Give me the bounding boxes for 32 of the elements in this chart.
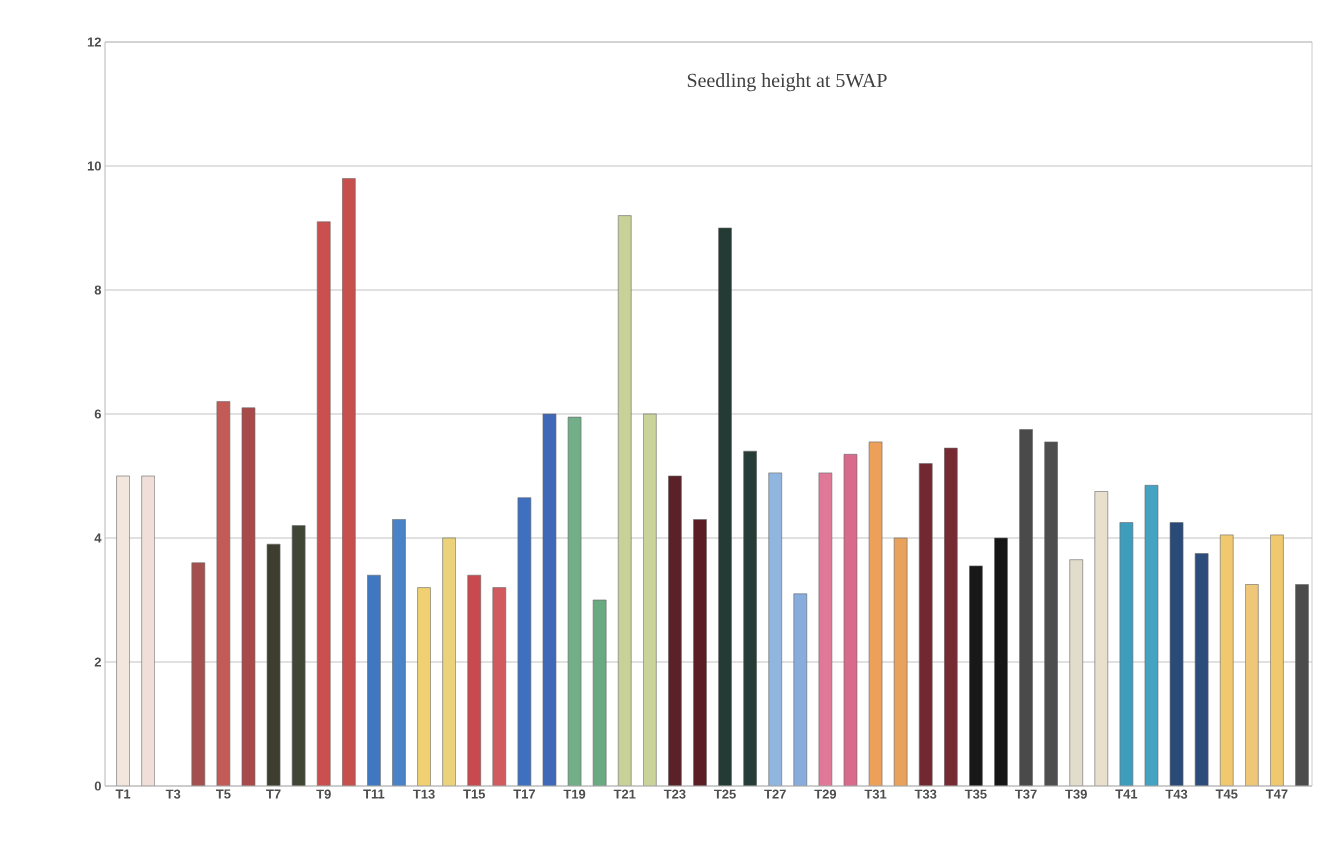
x-tick-label: T27 xyxy=(764,789,786,799)
x-tick-label: T19 xyxy=(563,789,586,799)
x-tick-label: T17 xyxy=(513,789,535,799)
x-tick-label: T1 xyxy=(115,789,131,799)
x-tick-label: T25 xyxy=(714,789,736,799)
x-tick-label: T31 xyxy=(864,789,887,799)
y-tick-label: 10 xyxy=(87,161,101,171)
x-tick-label: T9 xyxy=(316,789,331,799)
x-tick-label: T47 xyxy=(1265,789,1288,799)
x-tick-label: T43 xyxy=(1165,789,1188,799)
x-tick-label: T21 xyxy=(613,789,636,799)
x-tick-label: T29 xyxy=(814,789,837,799)
x-tick-label: T33 xyxy=(914,789,937,799)
text: Seedling height at 5WAP xyxy=(687,73,887,92)
x-tick-label: T13 xyxy=(413,789,435,799)
y-tick-label: 4 xyxy=(94,533,102,543)
y-tick-label: 6 xyxy=(94,409,102,419)
x-tick-label: T11 xyxy=(363,789,385,799)
x-tick-label: T39 xyxy=(1065,789,1087,799)
y-tick-label: 2 xyxy=(94,657,101,667)
x-tick-label: T15 xyxy=(463,789,486,799)
x-tick-label: T45 xyxy=(1215,789,1238,799)
x-tick-label: T3 xyxy=(165,789,181,799)
y-tick-label: 0 xyxy=(94,781,101,791)
y-tick-label: 8 xyxy=(94,285,102,295)
x-tick-label: T23 xyxy=(663,789,686,799)
x-tick-label: T35 xyxy=(964,789,987,799)
x-tick-label: T41 xyxy=(1115,789,1138,799)
y-tick-label: 12 xyxy=(87,37,101,47)
x-tick-label: T5 xyxy=(215,789,231,799)
x-tick-label: T7 xyxy=(266,789,281,799)
x-tick-label: T37 xyxy=(1015,789,1037,799)
